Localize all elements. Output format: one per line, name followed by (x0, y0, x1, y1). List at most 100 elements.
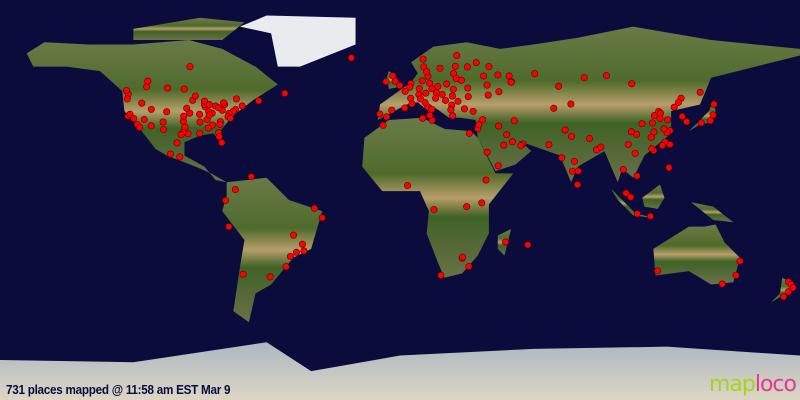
place-marker (597, 143, 605, 151)
place-marker (567, 100, 575, 108)
place-marker (789, 284, 797, 292)
place-marker (421, 99, 429, 107)
place-marker (660, 125, 668, 133)
greenland (240, 15, 356, 67)
place-marker (648, 145, 656, 153)
place-marker (465, 262, 473, 270)
place-marker (475, 121, 483, 129)
place-marker (472, 59, 480, 67)
place-marker (664, 116, 672, 124)
place-marker (418, 77, 426, 85)
place-marker (180, 112, 188, 120)
place-marker (706, 117, 714, 125)
eurasia (377, 26, 800, 183)
place-marker (401, 104, 409, 112)
place-marker (646, 212, 654, 220)
place-marker (545, 141, 553, 149)
place-marker (282, 263, 290, 271)
place-marker (574, 167, 582, 175)
place-marker (186, 109, 194, 117)
place-marker (196, 129, 204, 137)
place-marker (430, 206, 438, 214)
place-marker (656, 114, 664, 122)
place-marker (122, 86, 130, 94)
place-marker (508, 138, 516, 146)
place-marker (650, 112, 658, 120)
australia (653, 224, 740, 285)
antarctica (0, 342, 800, 400)
place-marker (602, 72, 610, 80)
place-marker (144, 77, 152, 85)
place-marker (404, 182, 412, 190)
place-marker (232, 95, 240, 103)
place-marker (654, 267, 662, 275)
place-marker (389, 72, 397, 80)
place-marker (510, 117, 518, 125)
place-marker (447, 106, 455, 114)
place-marker (415, 85, 423, 93)
place-marker (196, 110, 204, 118)
place-marker (524, 241, 532, 249)
place-marker (426, 111, 434, 119)
place-marker (479, 116, 487, 124)
canadian-arctic (133, 17, 245, 40)
place-marker (318, 214, 326, 222)
place-marker (683, 118, 691, 126)
maploco-logo[interactable]: maploco (708, 372, 797, 397)
place-marker (732, 271, 740, 279)
place-marker (558, 154, 566, 162)
place-marker (622, 189, 630, 197)
place-marker (266, 273, 274, 281)
place-marker (388, 106, 396, 114)
place-marker (464, 84, 472, 92)
place-marker (191, 92, 199, 100)
place-marker (665, 164, 673, 172)
place-marker (647, 133, 655, 141)
place-marker (376, 110, 384, 118)
place-marker (460, 105, 468, 113)
place-marker (627, 128, 635, 136)
place-marker (214, 104, 222, 112)
place-marker (239, 270, 247, 278)
place-marker (138, 99, 146, 107)
place-marker (503, 131, 511, 139)
place-marker (300, 247, 308, 255)
place-marker (674, 98, 682, 106)
sumatra-java (611, 188, 654, 218)
place-marker (449, 112, 457, 120)
place-marker (453, 52, 461, 60)
place-marker (463, 63, 471, 71)
place-marker (159, 118, 167, 126)
place-marker (483, 81, 491, 89)
place-marker (281, 89, 289, 97)
place-marker (436, 64, 444, 72)
place-marker (347, 54, 355, 62)
place-marker (432, 94, 440, 102)
place-marker (422, 89, 430, 97)
place-marker (494, 71, 502, 79)
place-marker (292, 248, 300, 256)
place-marker (222, 196, 230, 204)
place-marker (310, 204, 318, 212)
place-marker (442, 96, 450, 104)
place-marker (780, 293, 788, 301)
place-marker (218, 139, 226, 147)
place-marker (678, 112, 686, 120)
place-marker (568, 132, 576, 140)
place-marker (454, 97, 462, 105)
place-marker (633, 210, 641, 218)
place-marker (478, 199, 486, 207)
place-marker (628, 80, 636, 88)
place-marker (638, 120, 646, 128)
place-marker (648, 119, 656, 127)
place-marker (505, 72, 513, 80)
place-marker (464, 93, 472, 101)
place-marker (443, 80, 451, 88)
place-marker (531, 70, 539, 78)
place-marker (163, 108, 171, 116)
place-marker (419, 114, 427, 122)
place-marker (586, 134, 594, 142)
place-marker (451, 62, 459, 70)
africa (362, 117, 514, 278)
